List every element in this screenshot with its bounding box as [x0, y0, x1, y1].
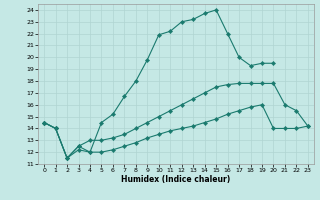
X-axis label: Humidex (Indice chaleur): Humidex (Indice chaleur) — [121, 175, 231, 184]
